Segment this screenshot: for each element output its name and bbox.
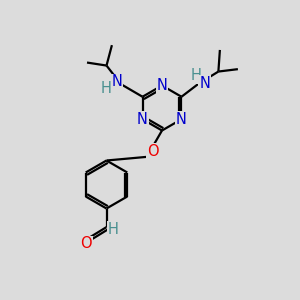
Text: H: H: [190, 68, 201, 83]
Text: H: H: [100, 81, 111, 96]
Text: O: O: [81, 236, 92, 251]
Text: N: N: [199, 76, 210, 91]
Text: N: N: [137, 112, 148, 127]
Text: N: N: [157, 78, 167, 93]
Text: H: H: [108, 222, 118, 237]
Text: O: O: [147, 144, 159, 159]
Text: N: N: [176, 112, 187, 127]
Text: N: N: [112, 74, 123, 89]
